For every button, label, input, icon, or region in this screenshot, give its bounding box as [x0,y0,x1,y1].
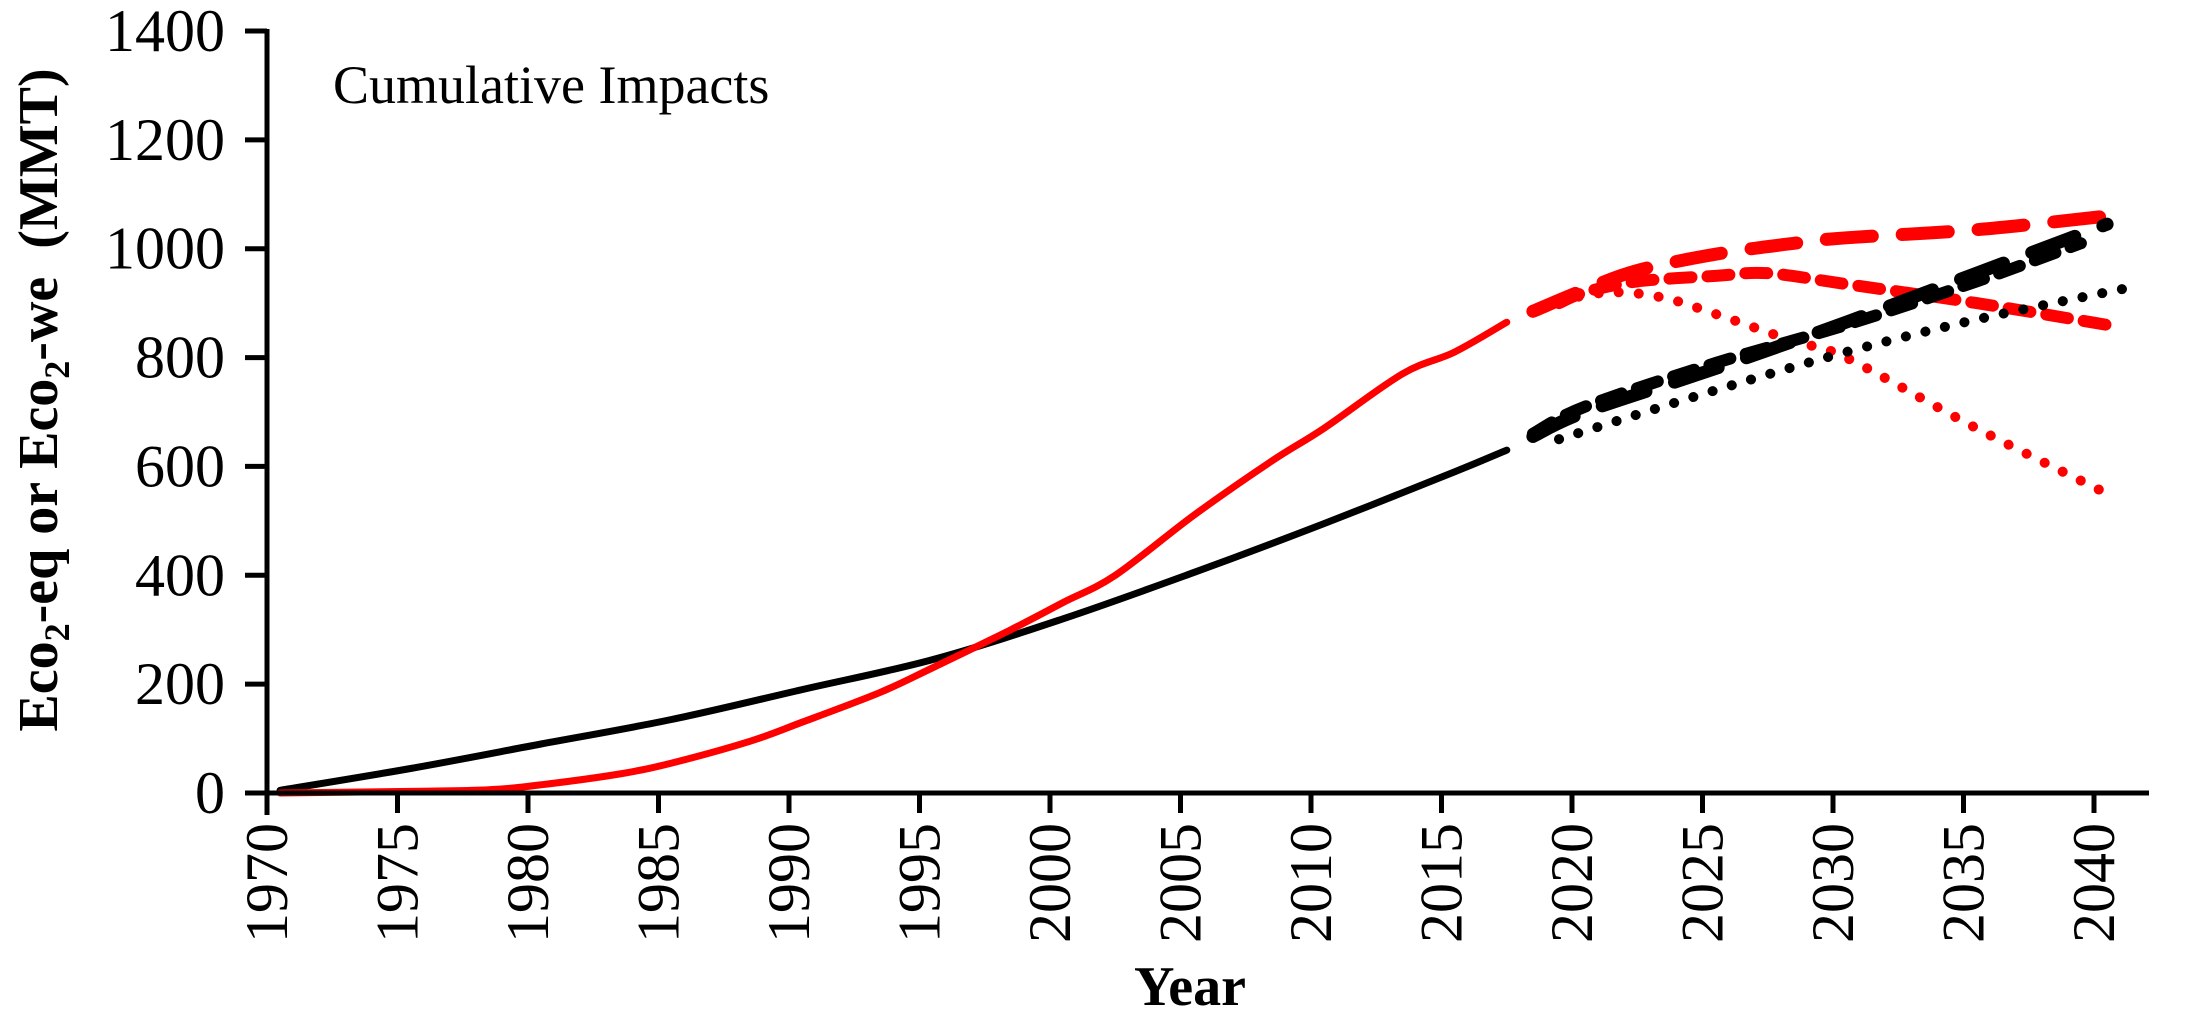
series-line [1554,281,2139,445]
y-tick-label: 400 [135,542,225,608]
series-red-historical [276,318,1511,797]
x-tick-label: 2035 [1931,823,1997,943]
series-line [1553,266,2114,331]
x-tick-label: 2005 [1148,823,1214,943]
series-line [276,318,1511,797]
series-black-projection-dash [1526,237,2087,440]
x-tick-label: 1990 [756,823,822,943]
data-point [1976,319,1977,320]
x-tick-label: 2000 [1017,823,1083,943]
x-tick-label: 2020 [1539,823,1605,943]
data-point [2107,493,2108,494]
x-tick-label: 2010 [1278,823,1344,943]
y-axis-title-subscript: 2 [37,623,77,641]
x-tick-label: 2030 [1800,823,1866,943]
y-tick-label: 200 [135,651,225,717]
y-tick-label: 800 [135,325,225,391]
x-ticks: 1970 1975 1980 1985 1990 1995 2000 2005 2010 2015… [234,793,2127,943]
series-black-projection-long-dash [1526,217,2114,443]
x-tick-label: 1980 [495,823,561,943]
x-tick-label: 2025 [1670,823,1736,943]
x-tick-label: 1985 [626,823,692,943]
y-axis-title-part: -we (MMT) [8,68,70,360]
series-black-historical [276,446,1511,794]
y-tick-label: 1000 [105,216,225,282]
x-tick-label: 1975 [365,823,431,943]
series-layer [276,209,2139,797]
chart-annotation: Cumulative Impacts [333,55,769,115]
series-line [1526,217,2114,443]
y-tick-label: 0 [195,760,225,826]
x-tick-label: 2040 [2061,823,2127,943]
x-axis-title: Year [1134,956,1246,1014]
series-line [1526,237,2087,440]
y-axis-title: Eco2-eq or Eco2-we (MMT) [8,68,77,731]
axes [245,29,2149,815]
data-point [2133,286,2134,287]
x-tick-label: 2015 [1409,823,1475,943]
series-black-projection-dotted [1554,281,2139,445]
x-tick-label: 1995 [887,823,953,943]
y-tick-label: 600 [135,433,225,499]
y-axis-title-part: -eq or Eco [8,379,70,624]
series-red-projection-dash [1553,266,2114,331]
data-point [2107,216,2108,217]
y-axis-title-subscript: 2 [37,361,77,379]
y-tick-label: 1400 [105,0,225,64]
y-ticks: 0 200 400 600 800 1000 1200 1400 [105,0,267,826]
series-line [276,446,1511,794]
y-axis-title-part: Eco [8,641,70,731]
data-point [1585,289,1586,290]
y-tick-label: 1200 [105,107,225,173]
x-tick-label: 1970 [234,823,300,943]
